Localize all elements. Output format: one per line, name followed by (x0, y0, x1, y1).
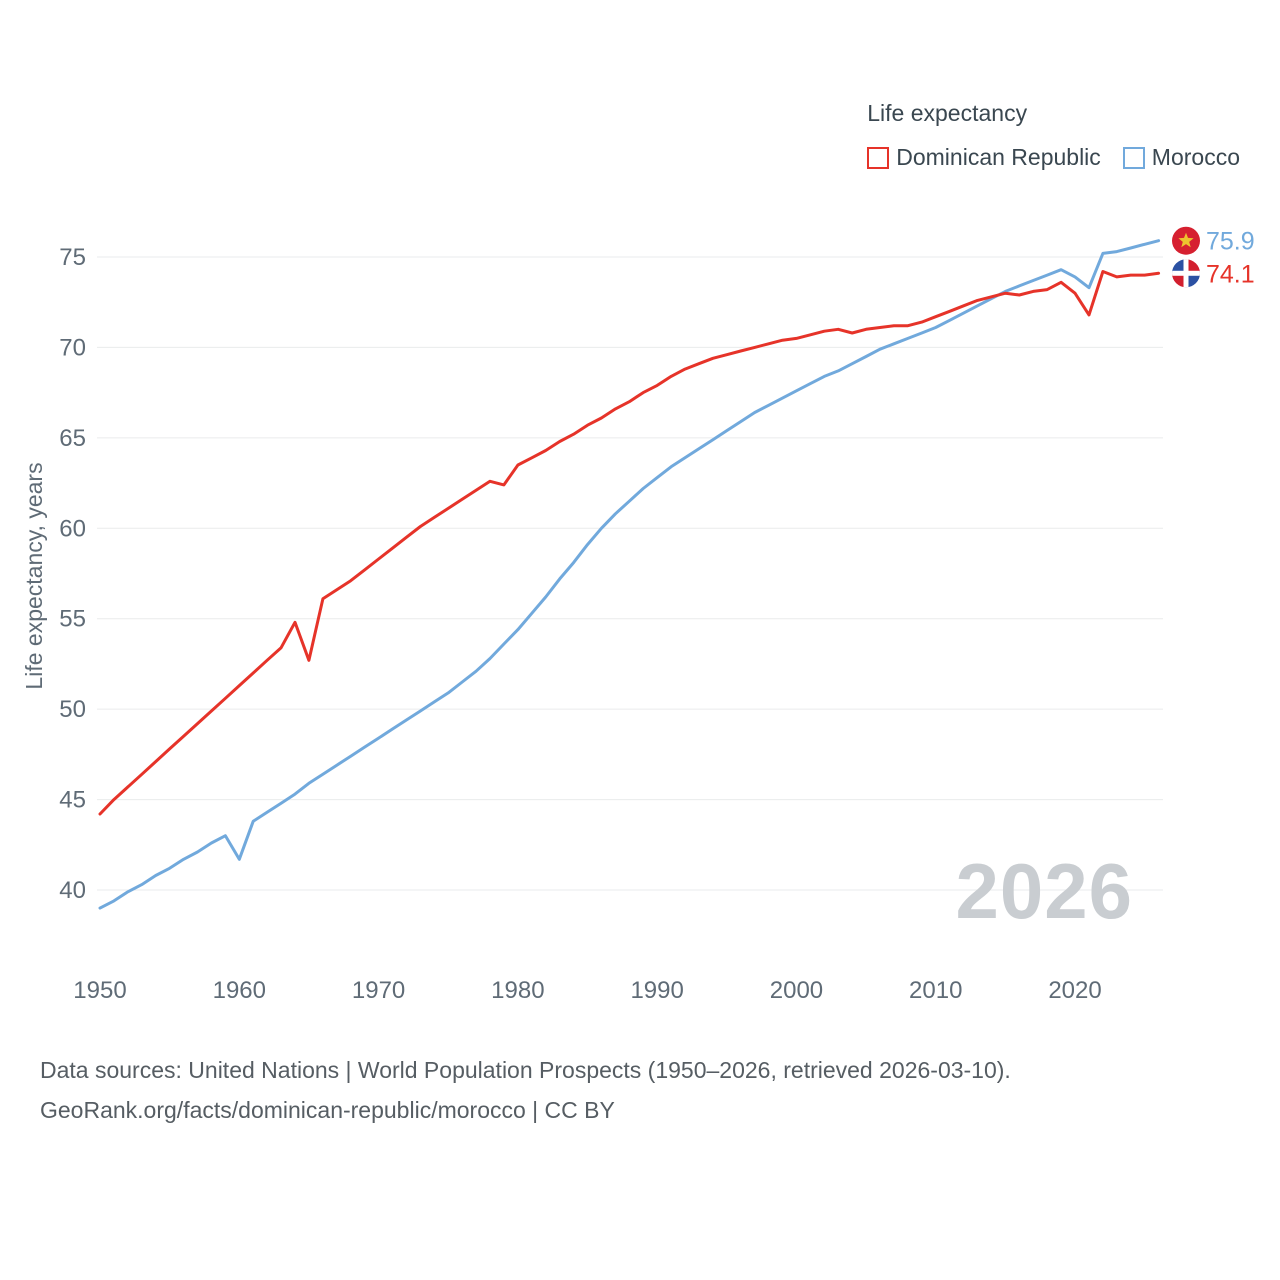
series-lines (98, 239, 1161, 910)
footer-attribution: GeoRank.org/facts/dominican-republic/mor… (40, 1097, 615, 1123)
series-line-morocco (98, 239, 1161, 910)
y-tick-label: 45 (59, 787, 86, 814)
footer: Data sources: United Nations | World Pop… (40, 1050, 1011, 1130)
gridlines (97, 256, 1163, 891)
end-value-label-dominican-republic: 74.1 (1206, 260, 1255, 288)
y-tick-label: 65 (59, 425, 86, 452)
series-line-dominican-republic (98, 270, 1161, 816)
legend-swatch-icon (1122, 146, 1145, 169)
legend-label: Dominican Republic (896, 144, 1101, 170)
legend-label: Morocco (1151, 144, 1240, 170)
footer-data-sources: Data sources: United Nations | World Pop… (40, 1057, 1011, 1083)
flag-icon-morocco (1172, 226, 1200, 255)
legend-title: Life expectancy (867, 100, 1028, 126)
y-tick-label: 50 (59, 696, 86, 723)
x-tick-label: 1980 (491, 977, 544, 1004)
flag-icon-dominican-republic (1172, 259, 1200, 288)
x-tick-label: 2000 (770, 977, 823, 1004)
y-tick-label: 70 (59, 334, 86, 361)
watermark-year: 2026 (955, 847, 1133, 935)
legend: Life expectancy Dominican Republic Moroc… (867, 100, 1240, 171)
y-tick-label: 55 (59, 606, 86, 633)
x-axis-ticks: 1950 1960 1970 1980 1990 2000 2010 2020 (73, 977, 1101, 1004)
x-tick-label: 1960 (213, 977, 266, 1004)
x-tick-label: 2020 (1048, 977, 1101, 1004)
legend-item-dominican-republic: Dominican Republic (867, 144, 1101, 171)
end-value-label-morocco: 75.9 (1206, 228, 1255, 256)
end-markers: 74.1 75.9 (1172, 226, 1255, 288)
y-tick-label: 40 (59, 877, 86, 904)
x-tick-label: 1950 (73, 977, 126, 1004)
line-chart: 40 45 50 55 60 65 70 75 1950 1960 1970 1980 1990 200… (21, 226, 1255, 1004)
y-tick-label: 60 (59, 515, 86, 542)
y-tick-label: 75 (59, 244, 86, 271)
y-axis-ticks: 40 45 50 55 60 65 70 75 (59, 244, 86, 904)
legend-items: Dominican Republic Morocco (867, 144, 1240, 171)
legend-swatch-icon (867, 146, 890, 169)
x-tick-label: 2010 (909, 977, 962, 1004)
x-tick-label: 1970 (352, 977, 405, 1004)
x-tick-label: 1990 (630, 977, 683, 1004)
y-axis-title: Life expectancy, years (21, 462, 47, 689)
legend-item-morocco: Morocco (1122, 144, 1240, 171)
